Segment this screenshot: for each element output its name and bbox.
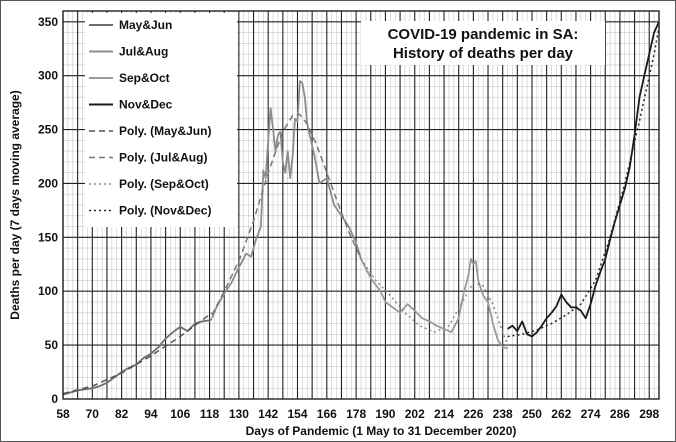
x-tick-label: 226: [463, 407, 483, 421]
y-tick-label: 300: [38, 69, 58, 83]
x-tick-label: 214: [434, 407, 454, 421]
plot-area-border: [62, 10, 660, 400]
x-tick-label: 238: [493, 407, 513, 421]
x-tick-label: 70: [86, 407, 100, 421]
x-tick-label: 94: [144, 407, 158, 421]
x-tick-label: 130: [229, 407, 249, 421]
title-box: [361, 21, 605, 65]
legend-label: Poly. (Nov&Dec): [119, 204, 211, 218]
y-tick-label: 50: [45, 338, 59, 352]
y-tick-label: 150: [38, 230, 58, 244]
series-line-3: [360, 257, 508, 350]
chart-title: COVID-19 pandemic in SA: History of death…: [361, 21, 605, 65]
legend-label: May&Jun: [119, 18, 172, 32]
series-line-4: [507, 21, 660, 338]
y-tick-label: 0: [51, 392, 58, 406]
title-line: COVID-19 pandemic in SA:: [388, 26, 579, 43]
legend-label: Poly. (May&Jun): [119, 124, 211, 138]
x-tick-label: 154: [287, 407, 307, 421]
x-tick-label: 286: [610, 407, 630, 421]
x-tick-label: 274: [581, 407, 601, 421]
x-tick-label: 262: [551, 407, 571, 421]
title-line: History of deaths per day: [393, 45, 574, 62]
x-tick-label: 250: [522, 407, 542, 421]
legend-label: Poly. (Jul&Aug): [119, 151, 207, 165]
x-tick-label: 178: [346, 407, 366, 421]
series-line-8: [507, 27, 660, 338]
x-tick-label: 202: [405, 407, 425, 421]
series-line-6: [211, 113, 362, 316]
legend-label: Sep&Oct: [119, 71, 170, 85]
legend-label: Nov&Dec: [119, 98, 173, 112]
x-tick-label: 118: [200, 407, 220, 421]
x-tick-label: 58: [56, 407, 70, 421]
series-line-7: [360, 258, 509, 346]
y-tick-label: 350: [38, 15, 58, 29]
axes: 58 70 82 94 106 118 130 142 154 166 178 190 202 214 22…: [8, 10, 660, 438]
y-tick-label: 250: [38, 123, 58, 137]
y-tick-label: 100: [38, 284, 58, 298]
series-line-1: [62, 318, 213, 396]
x-axis-label: Days of Pandemic (1 May to 31 December 2…: [246, 424, 517, 438]
x-tick-label: 190: [375, 407, 395, 421]
y-axis-label: Deaths per day (7 days moving average): [8, 90, 22, 319]
legend-box: [85, 13, 237, 227]
x-tick-label: 166: [317, 407, 337, 421]
series-line-5: [62, 312, 213, 395]
legend-label: Jul&Aug: [119, 45, 168, 59]
legend-label: Poly. (Sep&Oct): [119, 177, 209, 191]
y-tick-label: 200: [38, 176, 58, 190]
series-layer: [62, 21, 660, 396]
x-tick-label: 142: [258, 407, 278, 421]
legend: May&Jun Jul&Aug Sep&Oct Nov&Dec Poly. (May&J…: [85, 13, 237, 227]
x-tick-label: 298: [639, 407, 659, 421]
x-tick-label: 82: [115, 407, 129, 421]
series-line-2: [211, 80, 362, 319]
x-tick-label: 106: [170, 407, 190, 421]
